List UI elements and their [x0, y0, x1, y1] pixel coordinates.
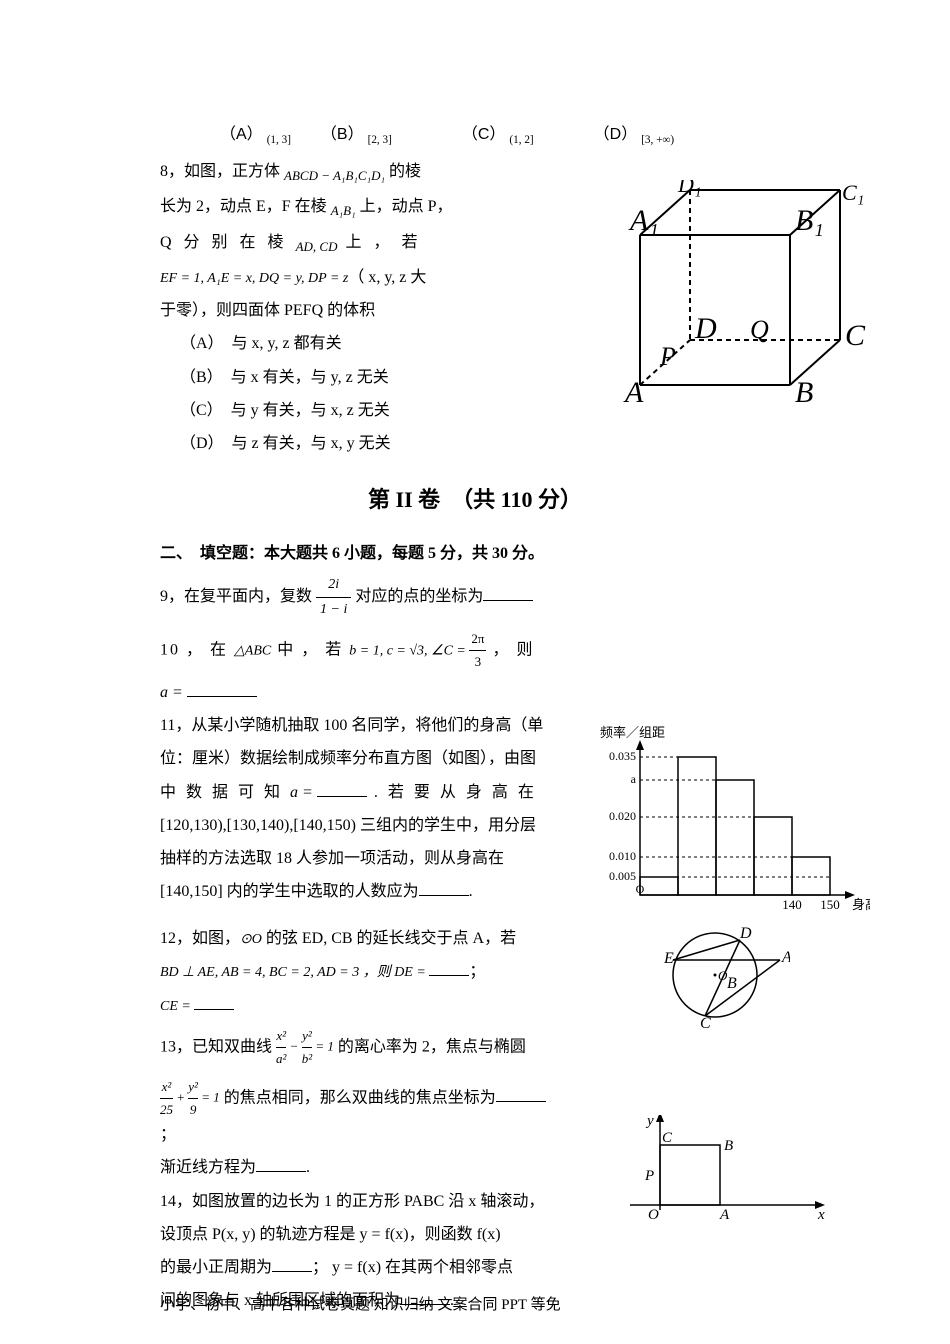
q11-l3: 中 数 据 可 知 a = . 若 要 从 身 高 在: [160, 779, 560, 806]
q11-l2: 位：厘米）数据绘制成频率分布直方图（如图），由图: [160, 745, 560, 772]
svg-text:A₁: A₁: [628, 204, 659, 237]
q9-blank: [483, 585, 533, 601]
q8-l3: Q 分 别 在 棱 AD, CD 上 ， 若: [160, 229, 560, 258]
svg-text:O: O: [718, 968, 728, 983]
q8-optd: （D） 与 z 有关，与 x, y 无关: [160, 430, 560, 457]
svg-text:0.010: 0.010: [609, 849, 636, 863]
q14-l1: 14，如图放置的边长为 1 的正方形 PABC 沿 x 轴滚动，: [160, 1188, 560, 1215]
svg-text:D: D: [739, 925, 752, 942]
q14-blank-period: [272, 1256, 312, 1272]
svg-text:0.020: 0.020: [609, 809, 636, 823]
part2-title: 第 II 卷 （共 110 分）: [160, 482, 790, 514]
svg-text:P: P: [659, 342, 676, 371]
q10-ans: a =: [160, 679, 790, 706]
opt-b-val: [2, 3]: [368, 134, 392, 146]
q10-blank: [187, 681, 257, 697]
section-fillblank: 二、 填空题：本大题共 6 小题，每题 5 分，共 30 分。: [160, 539, 790, 563]
opt-a-val: (1, 3]: [267, 134, 291, 146]
svg-text:P: P: [644, 1168, 654, 1184]
q11-blank-n: [419, 880, 469, 896]
svg-text:140: 140: [782, 897, 802, 912]
svg-text:B₁: B₁: [795, 204, 824, 237]
q12-l3: CE =: [160, 992, 560, 1019]
histogram: 频率／组距 0.035 a 0.020 0.010 0.005 O 140 15…: [590, 725, 870, 915]
opt-c-val: (1, 2]: [509, 134, 533, 146]
q14-l3: 的最小正周期为； y = f(x) 在其两个相邻零点: [160, 1254, 560, 1281]
svg-text:B: B: [795, 376, 813, 409]
svg-text:O: O: [648, 1207, 659, 1223]
q8-l4: EF = 1, A₁E = x, DQ = y, DP = z（ x, y, z…: [160, 264, 560, 291]
q11-l1: 11，从某小学随机抽取 100 名同学，将他们的身高（单: [160, 712, 560, 739]
q8-l1: 8，如图，正方体 ABCD − A₁B₁C₁D₁ 的棱: [160, 158, 560, 187]
q8-opta: （A） 与 x, y, z 都有关: [160, 330, 560, 357]
q12-blank-de: [429, 960, 469, 976]
q11-l4: [120,130),[130,140),[140,150) 三组内的学生中，用分…: [160, 812, 560, 839]
svg-text:D₁: D₁: [677, 180, 702, 197]
q7-options: （A） (1, 3] （B） [2, 3] （C） (1, 2] （D） [3,…: [160, 120, 790, 146]
svg-text:A: A: [781, 949, 790, 966]
q8-optb: （B） 与 x 有关，与 y, z 无关: [160, 364, 560, 391]
svg-text:身高: 身高: [852, 897, 870, 912]
q11-l5: 抽样的方法选取 18 人参加一项活动，则从身高在: [160, 845, 560, 872]
svg-text:C₁: C₁: [842, 180, 864, 205]
q8-optc: （C） 与 y 有关，与 x, z 无关: [160, 397, 560, 424]
svg-text:0.035: 0.035: [609, 749, 636, 763]
svg-text:C: C: [845, 319, 866, 352]
svg-text:0.005: 0.005: [609, 869, 636, 883]
cube-diagram: A₁ B₁ C₁ D₁ A B C D P Q: [610, 180, 870, 410]
svg-text:C: C: [662, 1130, 673, 1146]
svg-text:y: y: [645, 1115, 654, 1129]
opt-c-label: （C）: [462, 120, 506, 144]
square-diagram: P A B C O x y: [620, 1115, 830, 1225]
svg-text:频率／组距: 频率／组距: [600, 725, 665, 740]
svg-text:B: B: [724, 1138, 733, 1154]
q13-l3: 渐近线方程为.: [160, 1154, 560, 1181]
svg-text:150: 150: [820, 897, 840, 912]
svg-text:D: D: [694, 312, 717, 345]
q14-l2: 设顶点 P(x, y) 的轨迹方程是 y = f(x)，则函数 f(x): [160, 1221, 560, 1248]
opt-d-label: （D）: [594, 120, 638, 144]
q9: 9，在复平面内，复数 2i 1 − i 对应的点的坐标为: [160, 573, 790, 622]
q13-l2: x²25 + y²9 = 1 的焦点相同，那么双曲线的焦点坐标为；: [160, 1076, 560, 1148]
q8-l2: 长为 2，动点 E，F 在棱 A₁B₁ 上，动点 P，: [160, 193, 560, 222]
q13-l1: 13，已知双曲线 x²a² − y²b² = 1 的离心率为 2，焦点与椭圆: [160, 1025, 560, 1070]
opt-a-label: （A）: [220, 120, 263, 144]
svg-text:A: A: [623, 376, 644, 409]
svg-text:Q: Q: [750, 315, 769, 344]
q12-l2: BD ⊥ AE, AB = 4, BC = 2, AD = 3 ，则 DE = …: [160, 958, 560, 985]
q8-l5: 于零），则四面体 PEFQ 的体积: [160, 297, 560, 324]
svg-text:x: x: [817, 1207, 825, 1223]
q12-blank-ce: [194, 994, 234, 1010]
q13-blank-asymp: [256, 1156, 306, 1172]
q11-blank-a: [317, 781, 367, 797]
q12-l1: 12，如图，⊙O 的弦 ED, CB 的延长线交于点 A，若: [160, 925, 560, 952]
svg-text:A: A: [719, 1207, 730, 1223]
svg-text:O: O: [636, 882, 645, 896]
svg-text:E: E: [663, 950, 674, 967]
q13-blank-foci: [496, 1086, 546, 1102]
q10: 10 ， 在 △ABC 中 ， 若 b = 1, c = √3, ∠C = 2π…: [160, 628, 560, 673]
svg-text:a: a: [631, 772, 637, 786]
circle-diagram: E D A B C O: [640, 920, 790, 1030]
opt-d-val: [3, +∞): [641, 134, 674, 146]
svg-text:C: C: [700, 1015, 711, 1030]
footer-text: 小学、初中、高中各种试卷真题 知识归纳 文案合同 PPT 等免: [160, 1293, 561, 1314]
opt-b-label: （B）: [321, 120, 364, 144]
q11-l6: [140,150] 内的学生中选取的人数应为.: [160, 878, 560, 905]
svg-text:B: B: [727, 975, 737, 992]
